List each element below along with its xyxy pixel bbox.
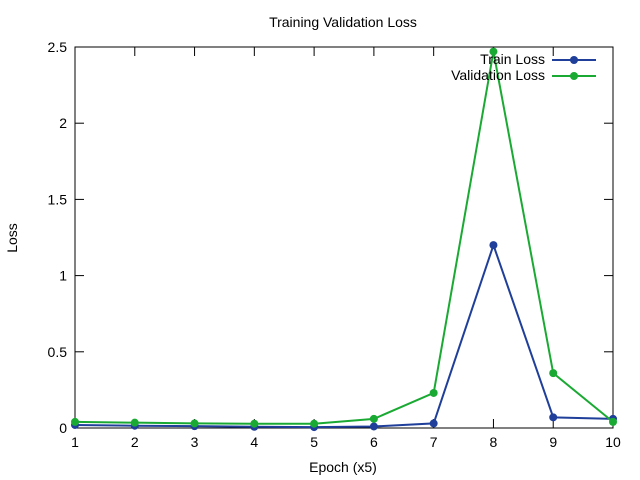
data-point-validation-loss [549,369,558,378]
data-point-validation-loss [310,419,319,428]
series-line-train-loss [74,242,614,429]
series-line-validation-loss [74,51,614,425]
y-axis-ticks: 0 0.5 1 1.5 2 2.5 [48,39,613,436]
legend: Train Loss Validation Loss [451,51,596,83]
legend-label-train-loss: Train Loss [480,51,545,67]
x-tick-label: 2 [131,434,139,450]
series-group [71,47,617,432]
data-point-train-loss [369,422,378,431]
x-tick-label: 9 [549,434,557,450]
data-point-validation-loss [71,417,79,426]
x-tick-label: 7 [430,434,438,450]
y-tick-label: 0.5 [48,344,68,360]
x-tick-label: 1 [71,434,79,450]
x-tick-label: 6 [370,434,378,450]
data-point-validation-loss [190,419,199,428]
data-point-validation-loss [429,388,438,397]
legend-marker-validation-loss [570,72,578,80]
data-point-train-loss [549,413,558,422]
y-axis-label: Loss [4,223,20,253]
x-tick-label: 8 [490,434,498,450]
data-point-validation-loss [369,414,378,423]
x-axis-ticks: 1 2 3 4 5 6 7 8 9 10 [71,47,621,450]
x-tick-label: 10 [605,434,621,450]
legend-marker-train-loss [570,56,578,64]
plot-frame [74,46,614,429]
y-tick-label: 2.5 [48,39,68,55]
data-point-train-loss [429,419,438,428]
data-point-validation-loss [609,417,617,426]
y-tick-label: 1.5 [48,191,68,207]
x-tick-label: 4 [250,434,258,450]
data-point-validation-loss [250,419,259,428]
data-point-train-loss [489,241,498,250]
data-point-validation-loss [130,418,139,427]
x-axis-label: Epoch (x5) [309,459,377,475]
y-tick-label: 0 [59,420,67,436]
y-tick-label: 1 [59,268,67,284]
x-tick-label: 3 [191,434,199,450]
chart-title: Training Validation Loss [269,14,417,30]
x-tick-label: 5 [310,434,318,450]
data-point-validation-loss [489,47,498,56]
y-tick-label: 2 [59,115,67,131]
legend-label-validation-loss: Validation Loss [451,67,545,83]
